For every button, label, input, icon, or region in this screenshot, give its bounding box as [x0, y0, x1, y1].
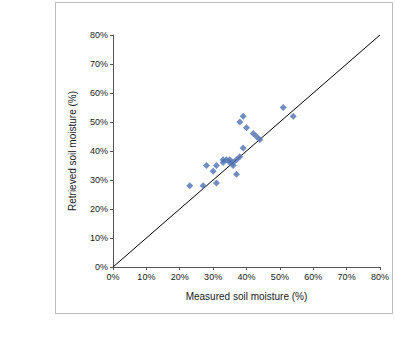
svg-text:70%: 70%: [338, 272, 356, 282]
svg-text:70%: 70%: [90, 59, 108, 69]
svg-text:Retrieved soil moisture (%): Retrieved soil moisture (%): [67, 91, 78, 211]
svg-text:0%: 0%: [95, 262, 108, 272]
svg-text:20%: 20%: [171, 272, 189, 282]
svg-text:50%: 50%: [271, 272, 289, 282]
svg-text:30%: 30%: [90, 175, 108, 185]
svg-text:10%: 10%: [137, 272, 155, 282]
svg-text:60%: 60%: [90, 88, 108, 98]
svg-text:20%: 20%: [90, 204, 108, 214]
svg-text:80%: 80%: [90, 30, 108, 40]
svg-text:Measured soil moisture (%): Measured soil moisture (%): [186, 291, 308, 302]
svg-text:60%: 60%: [304, 272, 322, 282]
svg-text:0%: 0%: [106, 272, 119, 282]
svg-text:10%: 10%: [90, 233, 108, 243]
svg-text:30%: 30%: [204, 272, 222, 282]
svg-text:40%: 40%: [237, 272, 255, 282]
svg-text:40%: 40%: [90, 146, 108, 156]
svg-text:50%: 50%: [90, 117, 108, 127]
svg-text:80%: 80%: [371, 272, 389, 282]
